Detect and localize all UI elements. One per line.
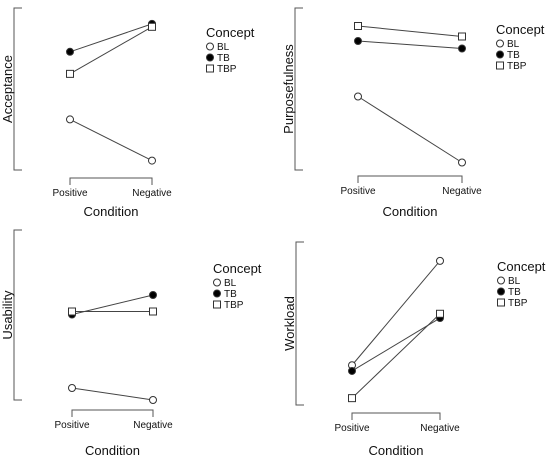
panel-workload: Positive Negative Condition Workload Concept… bbox=[282, 241, 546, 458]
legend-label-bl: BL bbox=[508, 276, 521, 287]
legend-marker-bl bbox=[206, 42, 214, 51]
y-axis-label: Usability bbox=[0, 290, 15, 340]
data-point-tbp-positive bbox=[68, 307, 76, 316]
data-point-tb-positive bbox=[66, 47, 74, 56]
data-point-tb-negative bbox=[149, 291, 157, 299]
x-tick-label-positive: Positive bbox=[54, 420, 89, 431]
x-tick-label-negative: Negative bbox=[442, 186, 482, 197]
x-axis-label: Condition bbox=[84, 204, 139, 219]
data-point-bl-negative bbox=[149, 396, 157, 404]
panel-acceptance: Positive Negative Condition Acceptance Conce… bbox=[0, 7, 255, 219]
data-point-tbp-negative bbox=[149, 307, 157, 316]
series-line-bl bbox=[71, 387, 154, 401]
series-line-tb bbox=[69, 23, 153, 53]
x-axis-line bbox=[357, 175, 463, 183]
data-point-tbp-negative bbox=[436, 309, 444, 318]
x-tick-label-positive: Positive bbox=[334, 423, 369, 434]
legend-marker-bl bbox=[213, 278, 221, 287]
legend-title: Concept bbox=[496, 22, 545, 37]
data-point-tbp-positive bbox=[348, 394, 356, 403]
data-point-bl-negative bbox=[148, 156, 156, 165]
series-line-tb bbox=[357, 40, 463, 49]
y-axis-label: Purposefulness bbox=[281, 44, 296, 134]
x-axis-line bbox=[69, 177, 153, 185]
legend-marker-tb bbox=[497, 287, 505, 296]
x-tick-label-positive: Positive bbox=[52, 188, 87, 199]
data-point-tbp-negative bbox=[148, 22, 156, 31]
legend-label-tbp: TBP bbox=[217, 64, 237, 75]
legend-title: Concept bbox=[206, 25, 255, 40]
legend-title: Concept bbox=[213, 261, 262, 276]
y-axis-label: Workload bbox=[282, 296, 297, 351]
series-line-tbp bbox=[357, 25, 463, 37]
legend-label-tb: TB bbox=[217, 53, 230, 64]
legend-label-bl: BL bbox=[217, 42, 230, 53]
x-axis-label: Condition bbox=[383, 204, 438, 219]
legend-marker-tb bbox=[206, 53, 214, 62]
data-point-tb-positive bbox=[354, 37, 362, 45]
legend-label-tb: TB bbox=[224, 289, 237, 300]
legend-label-tb: TB bbox=[508, 287, 521, 298]
series-line-tb bbox=[351, 317, 441, 372]
series-line-bl bbox=[357, 96, 463, 163]
legend-marker-tbp bbox=[496, 61, 504, 70]
x-tick-label-positive: Positive bbox=[340, 186, 375, 197]
y-axis-line bbox=[294, 7, 303, 171]
legend-label-tbp: TBP bbox=[508, 298, 528, 309]
legend-marker-tb bbox=[213, 289, 221, 298]
x-tick-label-negative: Negative bbox=[133, 420, 173, 431]
data-point-bl-positive bbox=[66, 115, 74, 124]
legend-label-tb: TB bbox=[507, 50, 520, 61]
y-axis-line bbox=[295, 241, 304, 406]
data-point-tbp-positive bbox=[354, 22, 362, 30]
data-point-tbp-positive bbox=[66, 69, 74, 78]
series-line-tbp bbox=[351, 313, 441, 399]
legend-marker-tbp bbox=[497, 298, 505, 307]
legend-marker-bl bbox=[497, 276, 505, 285]
legend-title: Concept bbox=[497, 259, 546, 274]
data-point-tbp-negative bbox=[458, 32, 466, 41]
series-line-bl bbox=[351, 260, 441, 366]
data-point-bl-negative bbox=[436, 256, 444, 265]
data-point-bl-positive bbox=[68, 384, 76, 392]
y-axis-line bbox=[13, 229, 22, 401]
x-axis-label: Condition bbox=[85, 443, 140, 458]
legend-marker-bl bbox=[496, 39, 504, 48]
data-point-bl-negative bbox=[458, 158, 466, 167]
series-line-bl bbox=[69, 118, 153, 162]
x-axis-line bbox=[351, 412, 441, 420]
data-point-tb-negative bbox=[458, 44, 466, 53]
data-point-bl-positive bbox=[354, 92, 362, 101]
x-axis-line bbox=[71, 409, 154, 417]
series-line-tbp bbox=[69, 26, 153, 75]
y-axis-label: Acceptance bbox=[0, 55, 15, 123]
legend-marker-tbp bbox=[206, 64, 214, 73]
legend-label-tbp: TBP bbox=[507, 61, 527, 72]
legend-label-bl: BL bbox=[224, 278, 237, 289]
x-axis-label: Condition bbox=[369, 443, 424, 458]
data-point-tb-positive bbox=[348, 366, 356, 375]
legend-marker-tbp bbox=[213, 300, 221, 309]
y-axis-line bbox=[13, 7, 22, 171]
panel-usability: Positive Negative Condition Usability Concep… bbox=[0, 229, 262, 458]
legend-label-bl: BL bbox=[507, 39, 520, 50]
legend-label-tbp: TBP bbox=[224, 300, 244, 311]
panel-purposefulness: Positive Negative Condition Purposefulness C… bbox=[281, 7, 545, 219]
legend-marker-tb bbox=[496, 50, 504, 59]
x-tick-label-negative: Negative bbox=[420, 423, 460, 434]
x-tick-label-negative: Negative bbox=[132, 188, 172, 199]
